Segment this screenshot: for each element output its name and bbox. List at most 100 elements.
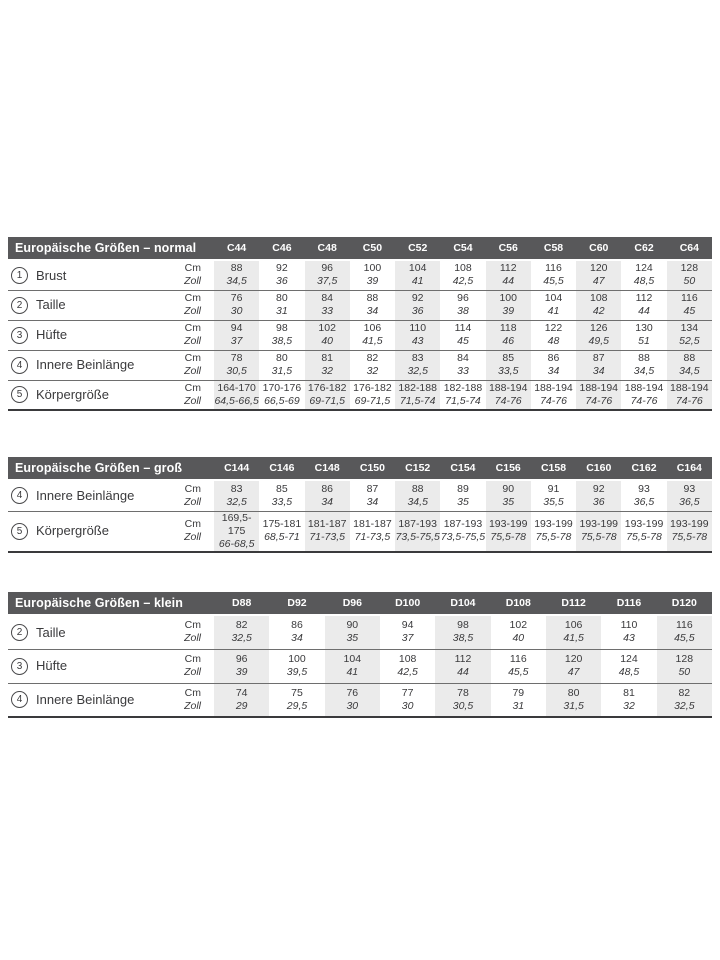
zoll-value: 38,5 (452, 632, 474, 645)
value-cell: 86 34 (269, 615, 325, 650)
zoll-value: 40 (321, 335, 333, 347)
cm-value: 81 (623, 686, 635, 699)
value-cell: 187-193 73,5-75,5 (395, 511, 441, 553)
zoll-value: 40 (512, 632, 525, 645)
cm-value: 181-187 (307, 518, 347, 530)
value-cell: 118 46 (485, 320, 531, 351)
size-column-header: C156 (485, 457, 531, 481)
value-cell: 112 44 (485, 260, 531, 291)
cm-value: 98 (276, 322, 288, 334)
zoll-value: 44 (457, 666, 469, 678)
cm-value: 112 (499, 262, 517, 275)
zoll-value: 32 (623, 699, 635, 712)
size-column-header: D116 (601, 592, 657, 616)
zoll-value: 35 (457, 495, 469, 508)
row-number-badge: 5 (11, 522, 28, 540)
cm-value: 193-199 (534, 518, 573, 530)
cm-value: 188-194 (670, 381, 709, 394)
value-cell: 116 45,5 (656, 615, 712, 650)
cm-value: 74 (235, 686, 248, 699)
table-header: Europäische Größen – klein D88 D92 D96 D100 D… (8, 592, 712, 616)
cm-value: 76 (346, 686, 359, 699)
value-cell: 98 38,5 (435, 615, 491, 650)
cm-value: 100 (499, 292, 517, 304)
value-cell: 164-170 64,5-66,5 (214, 380, 260, 411)
zoll-value: 36 (411, 305, 424, 317)
size-chart-normal: Europäische Größen – normal C44 C46 C48 C50 C… (8, 237, 712, 411)
value-cell: 120 47 (545, 649, 602, 684)
size-column-header: C148 (304, 457, 350, 481)
zoll-value: 34,5 (226, 275, 247, 288)
unit-zoll-label: Zoll (184, 335, 201, 347)
value-cell: 104 41 (395, 260, 441, 291)
zoll-value: 39 (235, 666, 248, 678)
value-cell: 110 43 (395, 320, 441, 351)
value-cell: 187-193 73,5-75,5 (440, 511, 486, 553)
measurement-row: 4 Innere Beinlänge Cm Zoll 78 30,5 80 31,5 81 32 8… (8, 350, 712, 381)
zoll-value: 74-76 (494, 394, 522, 407)
value-cell: 193-199 75,5-78 (576, 511, 622, 553)
value-cell: 110 43 (601, 615, 657, 650)
cm-value: 88 (638, 352, 650, 364)
value-cell: 188-194 74-76 (621, 380, 667, 411)
value-cell: 78 30,5 (435, 683, 491, 718)
cm-value: 102 (318, 322, 336, 334)
zoll-value: 45 (457, 335, 469, 347)
size-column-header: C56 (485, 237, 531, 261)
value-cell: 92 36 (259, 260, 305, 291)
zoll-value: 74-76 (540, 394, 567, 407)
zoll-value: 36 (276, 275, 288, 288)
zoll-value: 75,5-78 (626, 531, 662, 543)
row-number-badge: 4 (11, 356, 28, 374)
zoll-value: 74-76 (630, 394, 658, 407)
size-column-header: C58 (530, 237, 577, 261)
zoll-value: 35,5 (543, 495, 564, 508)
zoll-value: 31 (512, 699, 525, 712)
value-cell: 193-199 75,5-78 (621, 511, 667, 553)
value-cell: 188-194 74-76 (485, 380, 531, 411)
row-label-cell: 2 Taille (8, 615, 160, 650)
cm-value: 94 (230, 322, 243, 334)
value-cell: 94 37 (379, 615, 436, 650)
zoll-value: 34,5 (407, 495, 428, 508)
value-cell: 82 32 (349, 350, 396, 381)
chart-title: Europäische Größen – normal (8, 237, 214, 261)
value-cell: 84 33 (440, 350, 486, 381)
zoll-value: 45,5 (674, 632, 695, 645)
cm-value: 96 (457, 292, 469, 304)
cm-value: 170-176 (262, 381, 302, 394)
value-cell: 193-199 75,5-78 (530, 511, 577, 553)
measurement-row: 5 Körpergröße Cm Zoll 164-170 64,5-66,5 170-17… (8, 380, 712, 411)
row-label-cell: 5 Körpergröße (8, 511, 160, 553)
chart-title: Europäische Größen – klein (8, 592, 214, 616)
zoll-value: 29 (235, 699, 248, 712)
zoll-value: 47 (592, 275, 605, 288)
zoll-value: 71-73,5 (354, 531, 391, 543)
cm-value: 134 (680, 322, 699, 334)
zoll-value: 39,5 (286, 666, 308, 678)
unit-zoll-label: Zoll (184, 365, 201, 377)
zoll-value: 31 (276, 305, 288, 317)
value-cell: 83 32,5 (395, 350, 441, 381)
size-column-header: C152 (395, 457, 441, 481)
cm-value: 193-199 (624, 518, 664, 530)
unit-cell: Cm Zoll (160, 615, 214, 650)
cm-value: 96 (235, 653, 248, 665)
value-cell: 100 39,5 (269, 649, 325, 684)
value-cell: 74 29 (214, 683, 270, 718)
zoll-value: 34 (321, 495, 333, 508)
cm-value: 83 (411, 352, 424, 364)
row-label-cell: 5 Körpergröße (8, 380, 160, 411)
size-column-header: D104 (435, 592, 491, 616)
row-label-cell: 4 Innere Beinlänge (8, 683, 160, 718)
value-cell: 76 30 (324, 683, 380, 718)
cm-value: 92 (411, 292, 424, 304)
cm-value: 80 (567, 686, 580, 699)
value-cell: 169,5-175 66-68,5 (214, 511, 260, 553)
cm-value: 120 (589, 262, 608, 275)
value-cell: 128 50 (656, 649, 712, 684)
value-cell: 124 48,5 (621, 260, 667, 291)
cm-value: 188-194 (624, 381, 664, 394)
unit-zoll-label: Zoll (184, 699, 201, 712)
unit-cm-label: Cm (184, 518, 201, 530)
